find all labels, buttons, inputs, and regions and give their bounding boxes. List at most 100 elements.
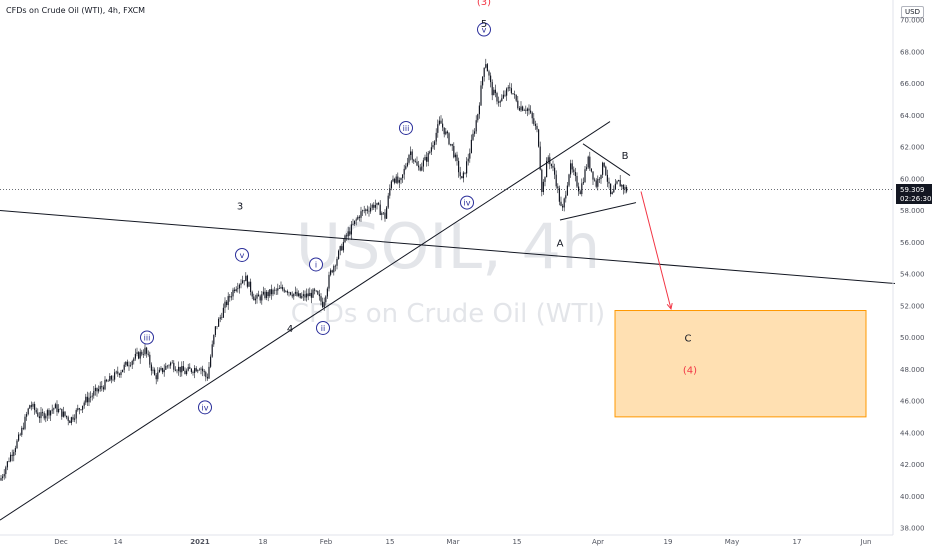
wave-label-circle — [235, 247, 249, 262]
candle-body — [581, 183, 583, 195]
trendline — [582, 143, 631, 176]
wave-label: ii — [321, 324, 325, 333]
candle-body — [597, 178, 599, 187]
candle-body — [453, 145, 455, 158]
candle-body — [30, 405, 32, 407]
candle-body — [544, 177, 546, 182]
wave-label: B — [622, 151, 629, 162]
candle-body — [141, 351, 143, 355]
price-tick-label: 44.000 — [900, 429, 925, 437]
time-axis[interactable]: Dec 14 2021 18 Feb 15 Mar 15 Apr 19 May 17 Jun — [0, 534, 893, 546]
candle-body — [126, 361, 128, 367]
candle-body — [202, 368, 204, 372]
candle-body — [562, 205, 564, 208]
candle-body — [373, 204, 375, 208]
wave-label: (3) — [477, 0, 491, 8]
price-axis[interactable]: 70.000 68.000 66.000 64.000 62.000 60.000 58.0… — [892, 0, 925, 535]
candle-body — [405, 166, 407, 169]
candle-body — [254, 298, 256, 301]
candle-body — [59, 408, 61, 410]
candle-body — [317, 291, 319, 295]
candle-body — [90, 396, 92, 398]
candle-body — [203, 371, 205, 373]
candle-body — [539, 146, 541, 170]
candle-body — [586, 167, 588, 170]
wave-label-circle — [198, 400, 212, 415]
price-tick-label: 46.000 — [900, 398, 925, 406]
candle-body — [42, 412, 44, 414]
candle-body — [83, 402, 85, 406]
candle-body — [422, 160, 424, 167]
candle-body — [189, 367, 191, 369]
candle-body — [408, 154, 410, 163]
candle-body — [219, 317, 221, 320]
candle-body — [349, 231, 351, 235]
candle-body — [299, 293, 301, 298]
candle-body — [197, 370, 199, 372]
candle-body — [490, 75, 492, 83]
candle-body — [288, 292, 290, 293]
candle-body — [477, 114, 479, 121]
candle-body — [381, 213, 383, 215]
candle-body — [293, 293, 295, 297]
candle-body — [138, 352, 140, 359]
candle-body — [389, 188, 391, 196]
candle-body — [312, 289, 314, 298]
candle-body — [434, 141, 436, 146]
candle-body — [550, 164, 552, 166]
candle-body — [152, 369, 154, 371]
candle-body — [242, 280, 244, 284]
candle-body — [382, 212, 384, 214]
candle-body — [390, 181, 392, 189]
candle-body — [93, 391, 95, 396]
wave-label: 4 — [287, 324, 293, 335]
wave-label-circle — [140, 330, 154, 345]
candle-body — [21, 427, 23, 435]
candle-body — [91, 395, 93, 397]
candle-body — [74, 418, 76, 420]
currency-badge[interactable]: USD — [901, 6, 924, 18]
candle-body — [440, 120, 442, 124]
candle-body — [426, 157, 428, 162]
candle-body — [99, 385, 101, 390]
candle-body — [304, 294, 306, 298]
price-tag-bg — [896, 184, 932, 204]
candle-body — [560, 201, 562, 206]
candle-body — [406, 162, 408, 167]
wave-label: iv — [464, 199, 471, 208]
candle-body — [386, 207, 388, 219]
candle-body — [66, 415, 68, 418]
candle-body — [398, 180, 400, 183]
candle-body — [267, 291, 269, 296]
candle-body — [75, 410, 77, 419]
candle-body — [278, 288, 280, 289]
chart-header-title: CFDs on Crude Oil (WTI), 4h, FXCM — [6, 6, 146, 15]
candle-body — [397, 176, 399, 183]
candle-body — [376, 202, 378, 205]
candle-body — [104, 379, 106, 390]
candle-body — [5, 467, 7, 475]
candle-body — [94, 387, 96, 392]
candle-body — [485, 64, 487, 68]
candle-body — [178, 366, 180, 371]
candle-body — [394, 178, 396, 183]
candle-body — [611, 192, 613, 195]
candle-body — [274, 289, 276, 291]
candle-body — [85, 396, 87, 403]
candle-body — [224, 301, 226, 308]
candle-body — [432, 145, 434, 148]
candle-body — [504, 94, 506, 96]
candle-body — [578, 186, 580, 192]
candle-body — [101, 385, 103, 388]
candle-body — [35, 410, 37, 413]
time-tick-label: 15 — [513, 538, 522, 546]
candle-body — [53, 408, 55, 410]
candle-body — [54, 404, 56, 409]
candle-body — [523, 110, 525, 112]
candle-body — [366, 209, 368, 211]
candle-body — [314, 289, 316, 291]
wave-label: iii — [144, 334, 151, 343]
time-tick-label: Feb — [320, 538, 333, 546]
candle-body — [307, 293, 309, 297]
